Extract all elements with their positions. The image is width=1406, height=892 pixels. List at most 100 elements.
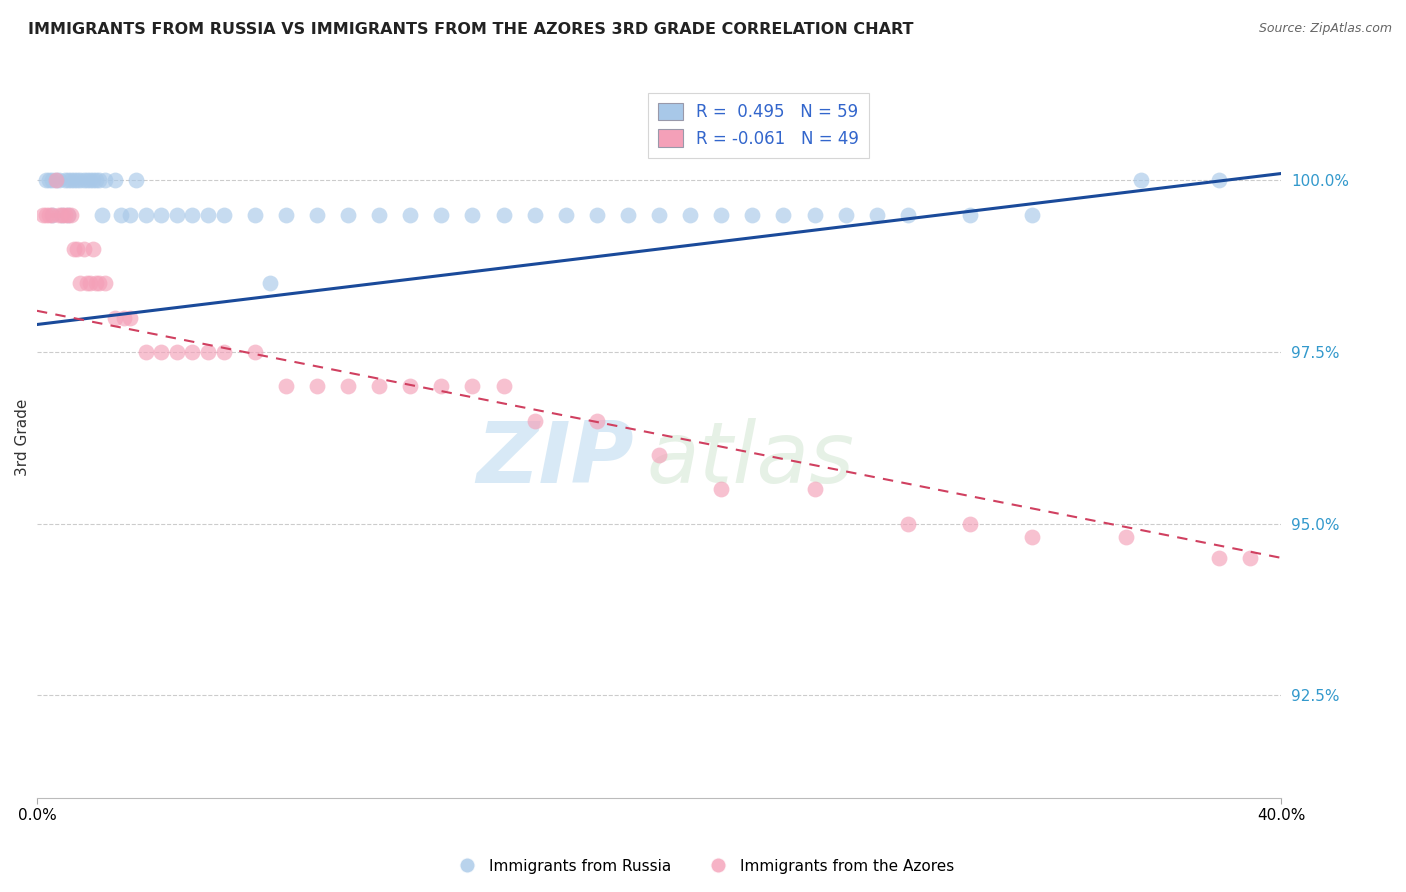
Point <box>1208 173 1230 187</box>
Point <box>461 208 484 222</box>
Point <box>336 208 359 222</box>
Point <box>523 414 546 428</box>
Point <box>741 208 763 222</box>
Point <box>617 208 640 222</box>
Point <box>45 173 67 187</box>
Point <box>91 208 114 222</box>
Point <box>120 310 142 325</box>
Point <box>710 208 733 222</box>
Point <box>38 208 60 222</box>
Point <box>94 277 117 291</box>
Legend: Immigrants from Russia, Immigrants from the Azores: Immigrants from Russia, Immigrants from … <box>446 853 960 880</box>
Point <box>1021 530 1043 544</box>
Point <box>66 173 89 187</box>
Point <box>834 208 856 222</box>
Point <box>585 414 607 428</box>
Point <box>41 208 63 222</box>
Point <box>368 208 391 222</box>
Point <box>51 208 73 222</box>
Point <box>56 208 79 222</box>
Point <box>212 208 235 222</box>
Point <box>35 208 58 222</box>
Point <box>104 310 127 325</box>
Point <box>76 173 98 187</box>
Point <box>104 173 127 187</box>
Point <box>60 173 83 187</box>
Point <box>94 173 117 187</box>
Point <box>150 345 173 359</box>
Point <box>110 208 132 222</box>
Point <box>89 173 111 187</box>
Point <box>66 242 89 256</box>
Point <box>1115 530 1137 544</box>
Text: atlas: atlas <box>647 417 855 501</box>
Point <box>32 208 55 222</box>
Point <box>648 208 671 222</box>
Point <box>197 208 219 222</box>
Text: IMMIGRANTS FROM RUSSIA VS IMMIGRANTS FROM THE AZORES 3RD GRADE CORRELATION CHART: IMMIGRANTS FROM RUSSIA VS IMMIGRANTS FRO… <box>28 22 914 37</box>
Point <box>35 173 58 187</box>
Point <box>56 173 79 187</box>
Point <box>166 208 188 222</box>
Point <box>274 379 297 393</box>
Point <box>803 482 825 496</box>
Point <box>48 208 70 222</box>
Point <box>181 345 204 359</box>
Point <box>82 173 104 187</box>
Point <box>772 208 794 222</box>
Point <box>135 208 157 222</box>
Point <box>554 208 576 222</box>
Point <box>56 208 79 222</box>
Point <box>181 208 204 222</box>
Legend: R =  0.495   N = 59, R = -0.061   N = 49: R = 0.495 N = 59, R = -0.061 N = 49 <box>648 93 869 158</box>
Point <box>523 208 546 222</box>
Point <box>1130 173 1153 187</box>
Text: Source: ZipAtlas.com: Source: ZipAtlas.com <box>1258 22 1392 36</box>
Point <box>274 208 297 222</box>
Point <box>305 208 328 222</box>
Y-axis label: 3rd Grade: 3rd Grade <box>15 399 30 476</box>
Point <box>84 277 107 291</box>
Point <box>51 208 73 222</box>
Point <box>41 173 63 187</box>
Point <box>897 516 920 531</box>
Point <box>430 208 453 222</box>
Point <box>79 173 101 187</box>
Point <box>89 277 111 291</box>
Point <box>399 379 422 393</box>
Point <box>38 173 60 187</box>
Point <box>305 379 328 393</box>
Point <box>69 277 91 291</box>
Point <box>82 242 104 256</box>
Point <box>53 208 76 222</box>
Point <box>69 173 91 187</box>
Point <box>60 208 83 222</box>
Point <box>399 208 422 222</box>
Point <box>79 277 101 291</box>
Point <box>259 277 281 291</box>
Point <box>492 208 515 222</box>
Point <box>803 208 825 222</box>
Point <box>430 379 453 393</box>
Point <box>120 208 142 222</box>
Point <box>1239 550 1261 565</box>
Point <box>648 448 671 462</box>
Point <box>1021 208 1043 222</box>
Text: ZIP: ZIP <box>477 417 634 501</box>
Point <box>41 208 63 222</box>
Point <box>112 310 135 325</box>
Point <box>897 208 920 222</box>
Point <box>72 173 94 187</box>
Point <box>1208 550 1230 565</box>
Point <box>461 379 484 393</box>
Point <box>125 173 148 187</box>
Point <box>135 345 157 359</box>
Point <box>368 379 391 393</box>
Point <box>710 482 733 496</box>
Point <box>197 345 219 359</box>
Point <box>150 208 173 222</box>
Point <box>959 208 981 222</box>
Point <box>45 173 67 187</box>
Point <box>212 345 235 359</box>
Point <box>336 379 359 393</box>
